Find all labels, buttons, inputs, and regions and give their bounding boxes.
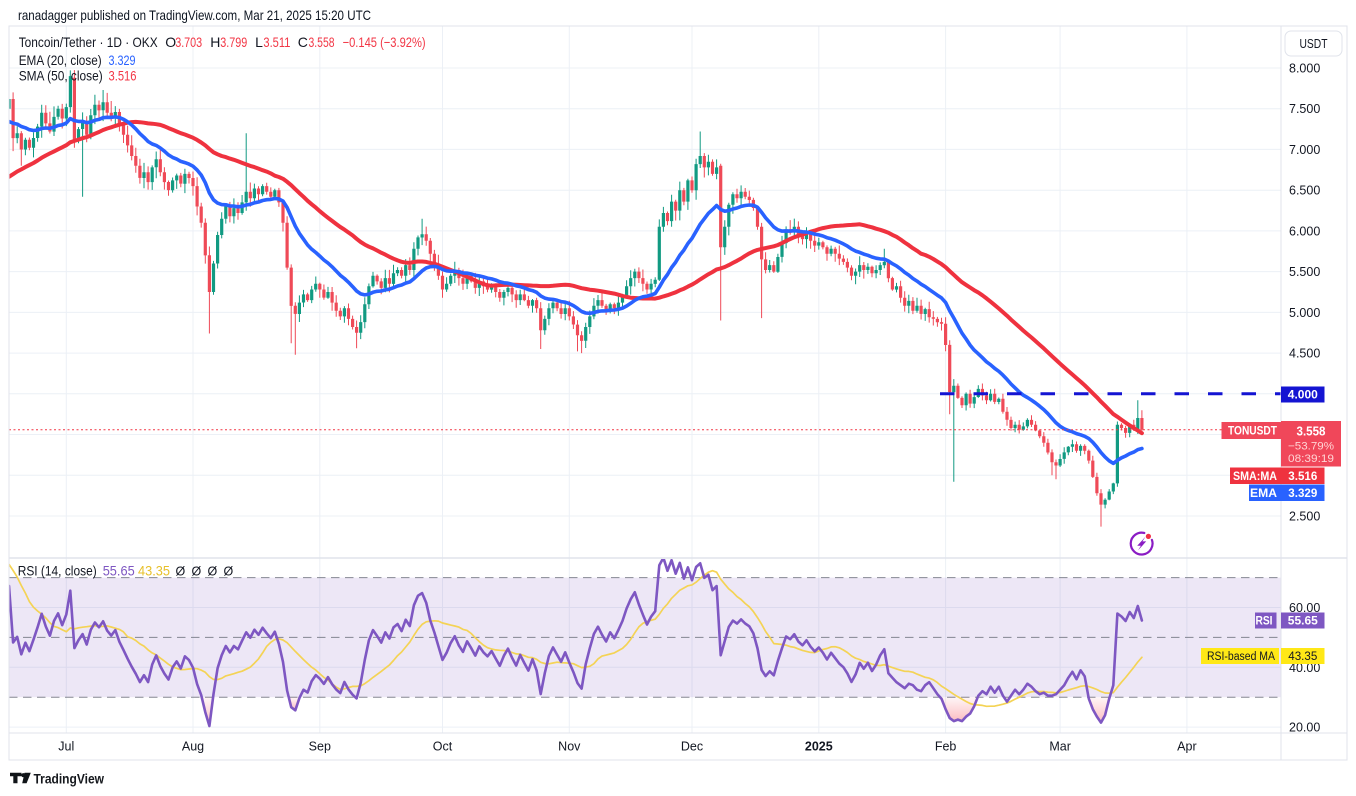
svg-text:8.000: 8.000 xyxy=(1289,62,1320,76)
svg-text:Toncoin/Tether · 1D · OKX: Toncoin/Tether · 1D · OKX xyxy=(19,34,159,50)
svg-text:3.703: 3.703 xyxy=(175,34,202,50)
svg-text:55.65: 55.65 xyxy=(103,564,135,579)
svg-text:2.500: 2.500 xyxy=(1289,510,1320,524)
svg-text:Ø: Ø xyxy=(224,565,234,579)
svg-text:4.000: 4.000 xyxy=(1288,388,1318,402)
svg-text:2025: 2025 xyxy=(805,740,833,754)
svg-text:Mar: Mar xyxy=(1049,740,1071,754)
svg-text:3.558: 3.558 xyxy=(1297,425,1326,439)
svg-text:7.000: 7.000 xyxy=(1289,143,1320,157)
svg-text:5.500: 5.500 xyxy=(1289,265,1320,279)
svg-text:Aug: Aug xyxy=(182,740,204,754)
svg-text:3.516: 3.516 xyxy=(109,68,137,84)
svg-text:3.516: 3.516 xyxy=(1288,469,1317,483)
svg-text:Apr: Apr xyxy=(1177,740,1196,754)
svg-text:EMA: EMA xyxy=(1250,486,1277,500)
svg-text:ranadagger published on Tradin: ranadagger published on TradingView.com,… xyxy=(18,8,371,23)
svg-text:40.00: 40.00 xyxy=(1289,661,1320,675)
svg-text:−0.145 (−3.92%): −0.145 (−3.92%) xyxy=(343,34,426,50)
svg-text:Ø: Ø xyxy=(192,565,202,579)
svg-text:5.000: 5.000 xyxy=(1289,306,1320,320)
svg-text:RSI-based MA: RSI-based MA xyxy=(1207,651,1275,663)
svg-text:3.511: 3.511 xyxy=(263,34,290,50)
svg-text:43.35: 43.35 xyxy=(138,564,170,579)
svg-text:3.329: 3.329 xyxy=(1288,486,1317,500)
svg-text:55.65: 55.65 xyxy=(1288,614,1318,628)
svg-text:3.329: 3.329 xyxy=(109,52,136,68)
svg-text:7.500: 7.500 xyxy=(1289,102,1320,116)
svg-text:USDT: USDT xyxy=(1300,36,1328,51)
svg-text:RSI (14, close): RSI (14, close) xyxy=(18,564,97,579)
svg-text:H: H xyxy=(210,34,220,50)
svg-text:Feb: Feb xyxy=(935,740,957,754)
svg-text:SMA:MA: SMA:MA xyxy=(1233,469,1277,483)
svg-text:Jul: Jul xyxy=(58,740,74,754)
svg-text:TONUSDT: TONUSDT xyxy=(1228,426,1277,438)
svg-text:Dec: Dec xyxy=(681,740,703,754)
svg-text:Ø: Ø xyxy=(208,565,218,579)
svg-text:L: L xyxy=(255,34,263,50)
svg-text:3.558: 3.558 xyxy=(309,34,335,50)
svg-text:6.500: 6.500 xyxy=(1289,184,1320,198)
svg-text:C: C xyxy=(298,34,308,50)
svg-text:6.000: 6.000 xyxy=(1289,224,1320,238)
svg-text:−53.79%: −53.79% xyxy=(1288,441,1334,453)
svg-text:60.00: 60.00 xyxy=(1289,601,1320,615)
svg-text:08:39:19: 08:39:19 xyxy=(1288,453,1334,465)
svg-text:Ø: Ø xyxy=(176,565,186,579)
svg-text:3.799: 3.799 xyxy=(220,34,247,50)
svg-text:TradingView: TradingView xyxy=(34,772,105,787)
svg-text:Oct: Oct xyxy=(433,740,453,754)
svg-text:SMA (50, close): SMA (50, close) xyxy=(19,68,103,84)
svg-text:43.35: 43.35 xyxy=(1288,649,1317,663)
svg-text:4.500: 4.500 xyxy=(1289,347,1320,361)
svg-text:EMA (20, close): EMA (20, close) xyxy=(19,52,102,68)
svg-text:20.00: 20.00 xyxy=(1289,721,1320,735)
svg-text:RSI: RSI xyxy=(1256,616,1273,628)
svg-text:Nov: Nov xyxy=(558,740,581,754)
svg-text:O: O xyxy=(165,34,176,50)
svg-text:Sep: Sep xyxy=(309,740,331,754)
